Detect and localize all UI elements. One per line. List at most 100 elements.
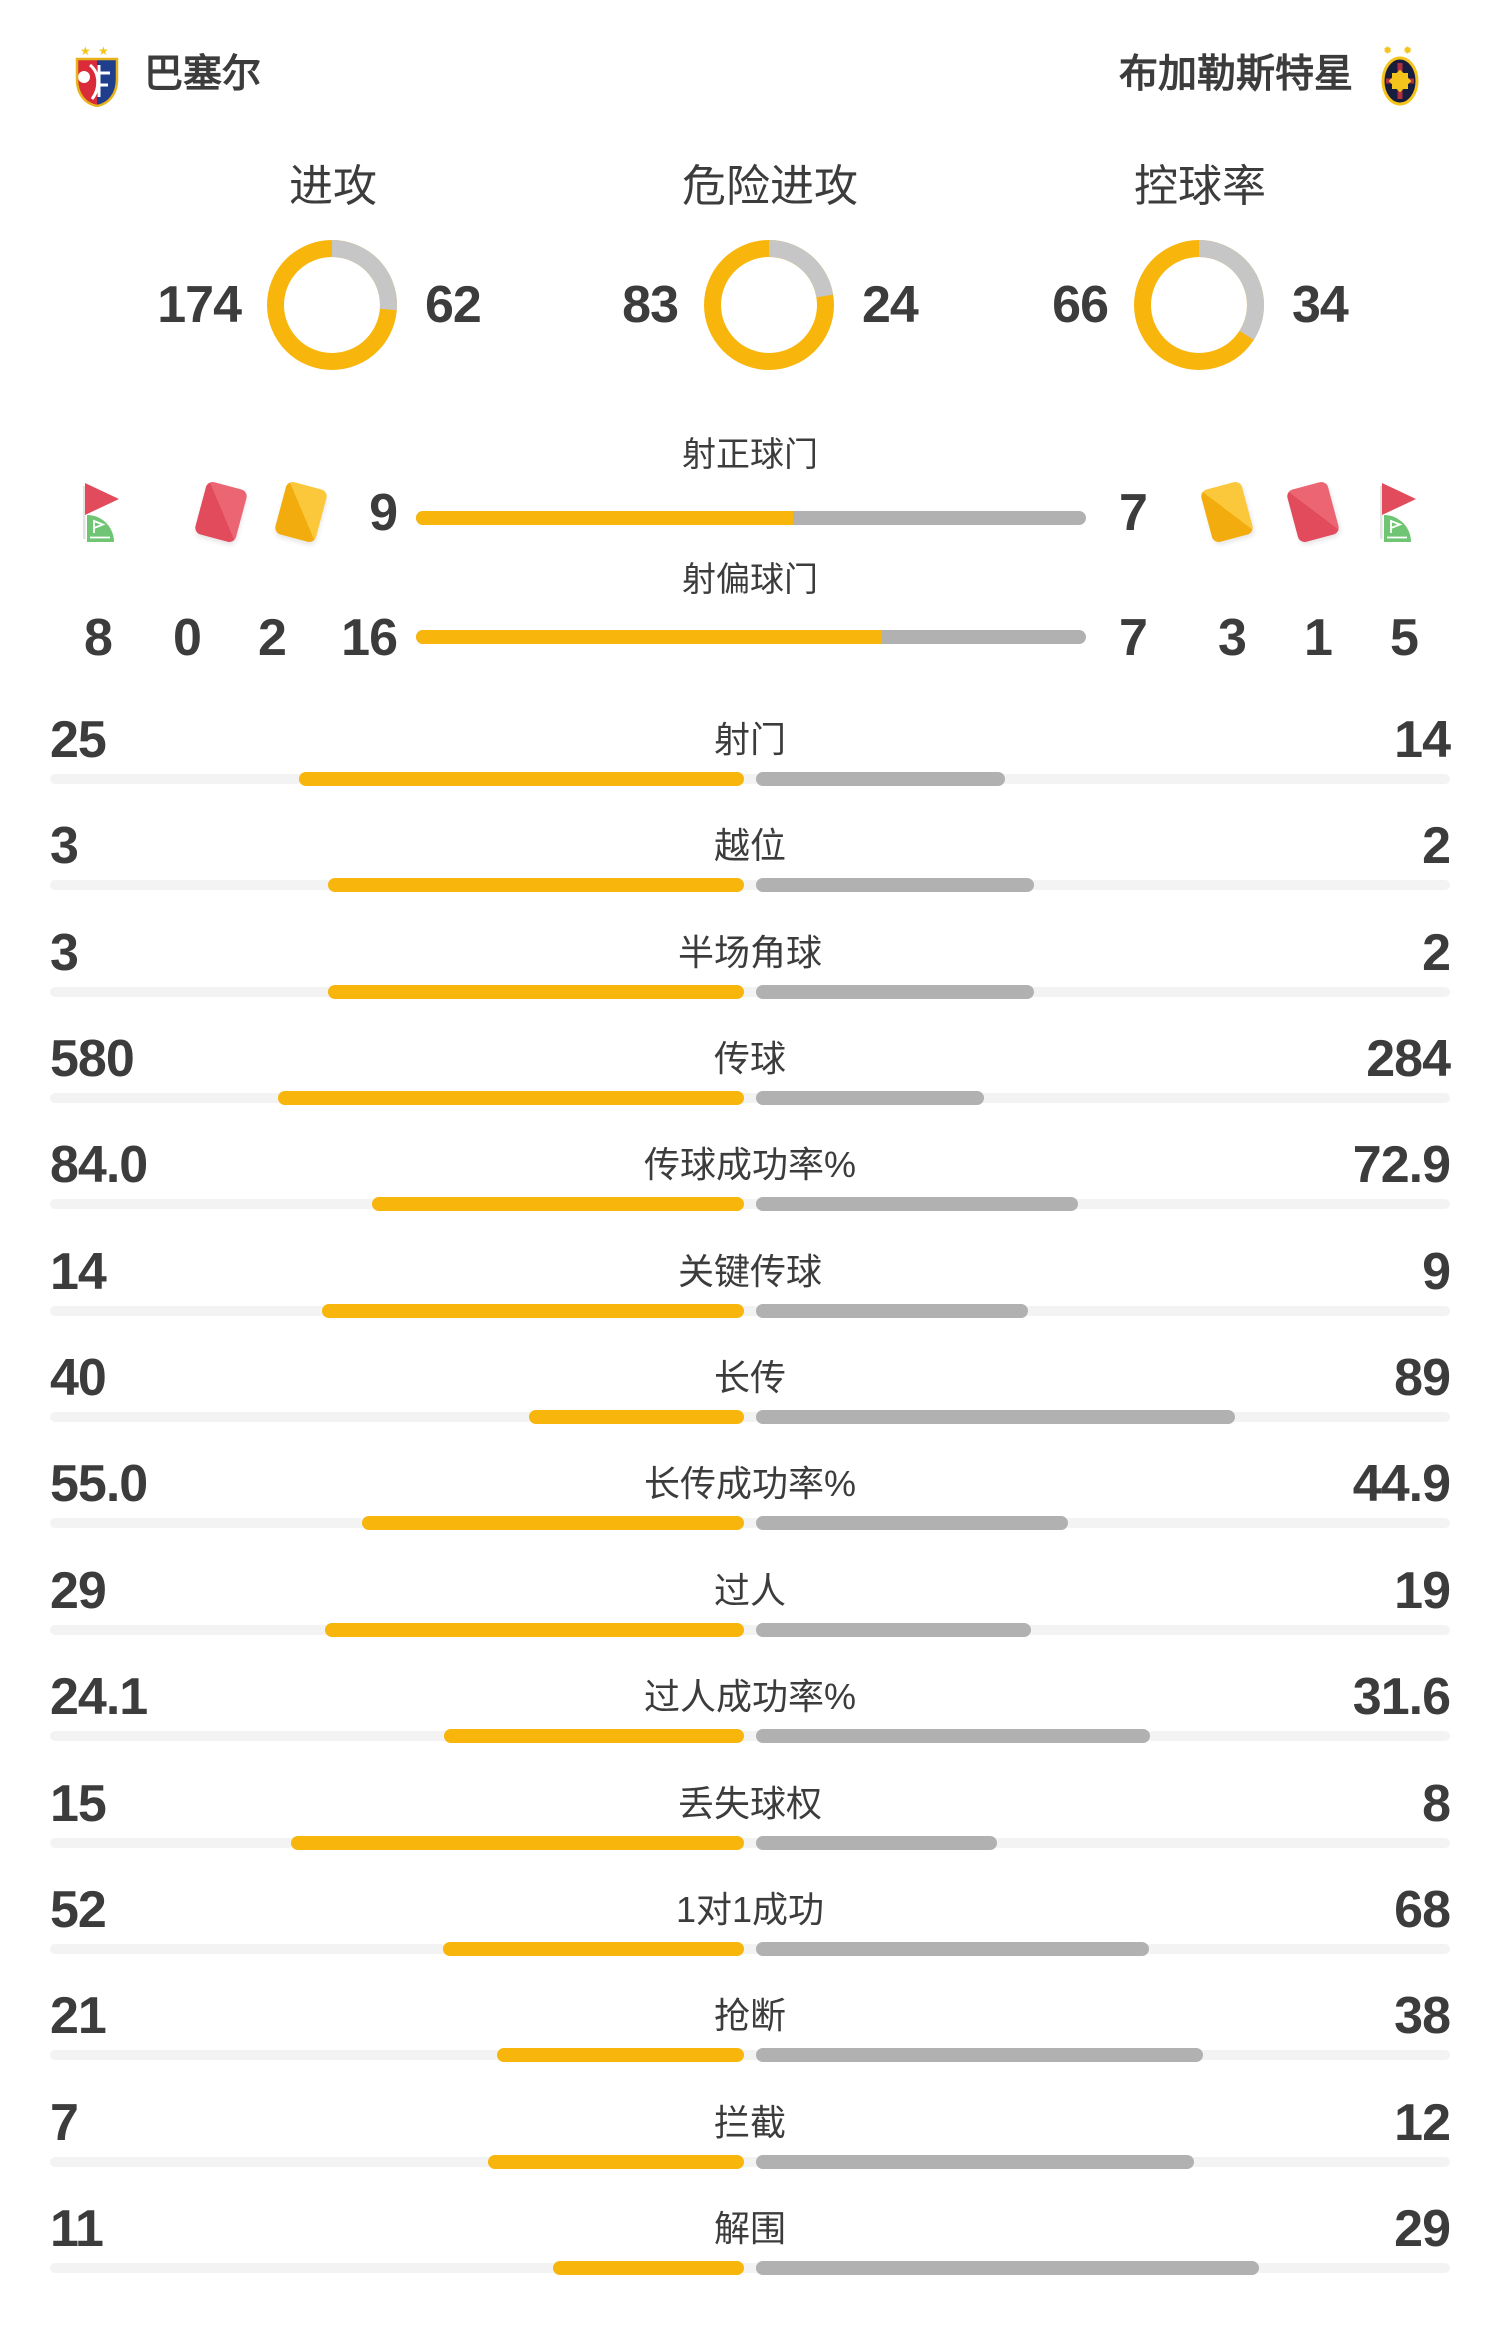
home-corner-count: 8 xyxy=(84,609,113,667)
stat-away-value: 68 xyxy=(1394,1881,1451,1939)
stat-away-value: 14 xyxy=(1394,711,1451,769)
shots-section: 射正球门 9 7 射偏球门 8 0 2 16 7 3 1 5 xyxy=(50,430,1450,680)
stat-bar-track xyxy=(50,1729,1450,1743)
donut-chart-dangerous-attacks xyxy=(704,240,834,370)
stat-row: 29 过人 19 xyxy=(50,1539,1451,1645)
donut-charts-section: 进攻 174 62 危险进攻 83 24 控球率 66 xyxy=(0,150,1500,380)
stat-label: 1对1成功 xyxy=(675,1889,825,1930)
stat-bar-track xyxy=(50,985,1450,999)
stat-bar-away xyxy=(756,1729,1150,1743)
stat-bar-home xyxy=(325,1623,744,1637)
stat-bar-away xyxy=(756,1836,997,1850)
stat-bar-track xyxy=(50,1623,1450,1637)
stat-label: 丢失球权 xyxy=(677,1783,822,1824)
donut-home-value: 174 xyxy=(157,276,242,334)
stat-bar-away xyxy=(756,1623,1031,1637)
stat-bar-home xyxy=(443,1942,744,1956)
stat-label: 长传 xyxy=(713,1357,786,1398)
stat-bar-away xyxy=(756,2155,1194,2169)
away-red-card-count: 1 xyxy=(1304,609,1333,667)
stat-bar-track xyxy=(50,2261,1450,2275)
stat-away-value: 9 xyxy=(1422,1243,1451,1301)
home-team-name: 巴塞尔 xyxy=(144,53,262,96)
stat-home-value: 3 xyxy=(50,817,79,875)
donut-label: 控球率 xyxy=(1134,162,1266,211)
stat-row: 21 抢断 38 xyxy=(50,1964,1451,2070)
stat-bar-home xyxy=(529,1410,744,1424)
stat-bar-home xyxy=(444,1729,744,1743)
shots-on-target-bar xyxy=(416,511,1086,525)
stat-row: 84.0 传球成功率% 72.9 xyxy=(50,1113,1451,1219)
stat-bar-away xyxy=(756,985,1034,999)
stat-bar-away xyxy=(756,2048,1203,2062)
stat-home-value: 40 xyxy=(50,1349,107,1407)
stat-label: 关键传球 xyxy=(677,1251,822,1292)
stat-bar-track xyxy=(50,1836,1450,1850)
fc-basel-crest-icon: ★ ★ xyxy=(75,44,119,107)
crest-star: ★ xyxy=(80,44,91,58)
shots-off-target-title: 射偏球门 xyxy=(682,561,818,599)
stat-away-value: 284 xyxy=(1366,1030,1451,1088)
donut-label: 危险进攻 xyxy=(682,162,858,211)
shots-on-target-home-fill xyxy=(416,511,793,525)
donut-home-value: 66 xyxy=(1052,276,1109,334)
shots-off-target-bar xyxy=(416,630,1086,644)
shots-off-target-away: 7 xyxy=(1119,609,1148,667)
stat-away-value: 31.6 xyxy=(1352,1668,1451,1726)
stat-away-value: 8 xyxy=(1422,1775,1451,1833)
stat-home-value: 580 xyxy=(50,1030,135,1088)
stat-home-value: 24.1 xyxy=(50,1668,148,1726)
stat-row: 14 关键传球 9 xyxy=(50,1220,1451,1326)
stat-row: 15 丢失球权 8 xyxy=(50,1752,1451,1858)
stat-home-value: 52 xyxy=(50,1881,107,1939)
stat-label: 过人 xyxy=(713,1570,786,1611)
crest-sun: ✹ xyxy=(1403,45,1412,57)
stat-row: 3 越位 2 xyxy=(50,794,1451,900)
away-team-name: 布加勒斯特星 xyxy=(1118,53,1353,96)
stat-label: 解围 xyxy=(713,2208,786,2249)
stat-home-value: 7 xyxy=(50,2094,79,2152)
crest-star: ★ xyxy=(98,44,109,58)
donut-col-dangerous-attacks: 危险进攻 83 24 xyxy=(550,150,990,380)
stat-home-value: 21 xyxy=(50,1987,107,2045)
stat-label: 半场角球 xyxy=(677,932,822,973)
shots-on-target-title: 射正球门 xyxy=(682,436,818,474)
stat-away-value: 19 xyxy=(1394,1562,1451,1620)
stat-row: 40 长传 89 xyxy=(50,1326,1451,1432)
stat-home-value: 15 xyxy=(50,1775,107,1833)
stat-label: 过人成功率% xyxy=(643,1676,856,1717)
stat-bar-track xyxy=(50,1942,1450,1956)
stat-row: 52 1对1成功 68 xyxy=(50,1858,1451,1964)
stat-row: 11 解围 29 xyxy=(50,2177,1451,2283)
stat-bar-track xyxy=(50,2155,1450,2169)
home-yellow-card-count: 2 xyxy=(258,609,287,667)
stat-bar-track xyxy=(50,1304,1450,1318)
donut-row: 174 62 xyxy=(113,238,553,372)
stat-away-value: 38 xyxy=(1394,1987,1451,2045)
stat-bar-away xyxy=(756,878,1034,892)
shots-on-target-away: 7 xyxy=(1119,484,1148,542)
stat-home-value: 11 xyxy=(50,2200,104,2258)
stat-bar-away xyxy=(756,772,1005,786)
donut-chart-possession xyxy=(1134,240,1264,370)
stat-away-value: 44.9 xyxy=(1352,1455,1451,1513)
stat-bar-away xyxy=(756,1091,984,1105)
stat-bar-home xyxy=(497,2048,744,2062)
stat-bar-away xyxy=(756,1197,1078,1211)
stat-row: 24.1 过人成功率% 31.6 xyxy=(50,1645,1451,1751)
stat-bar-track xyxy=(50,772,1450,786)
donut-away-value: 24 xyxy=(862,276,919,334)
stat-away-value: 12 xyxy=(1394,2094,1451,2152)
match-header: ★ ★ 巴塞尔 ✹ ✹ 布加勒斯特星 xyxy=(0,42,1500,108)
stat-bar-track xyxy=(50,2048,1450,2062)
stat-bar-home xyxy=(299,772,744,786)
stat-label: 射门 xyxy=(713,719,786,760)
donut-home-value: 83 xyxy=(622,276,679,334)
stat-bar-track xyxy=(50,1091,1450,1105)
stat-bar-track xyxy=(50,878,1450,892)
away-yellow-card-count: 3 xyxy=(1218,609,1247,667)
stat-home-value: 84.0 xyxy=(50,1136,148,1194)
stats-list: 25 射门 14 3 越位 2 3 半场角球 2 580 传球 284 84.0 xyxy=(50,688,1451,2350)
stat-bar-track xyxy=(50,1197,1450,1211)
donut-away-value: 62 xyxy=(425,276,482,334)
